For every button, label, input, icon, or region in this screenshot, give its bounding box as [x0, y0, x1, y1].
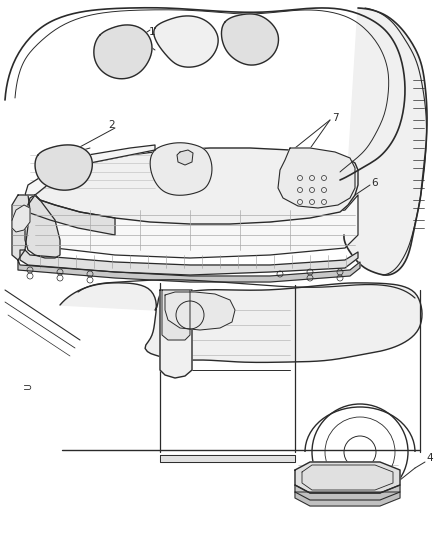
- Text: 1: 1: [148, 27, 155, 37]
- Polygon shape: [295, 462, 400, 493]
- Text: 4: 4: [427, 453, 433, 463]
- Polygon shape: [12, 195, 30, 260]
- Polygon shape: [20, 250, 358, 275]
- Polygon shape: [25, 195, 60, 258]
- Polygon shape: [177, 150, 193, 165]
- Polygon shape: [35, 148, 358, 224]
- Text: 6: 6: [372, 178, 378, 188]
- Text: 7: 7: [332, 113, 338, 123]
- Polygon shape: [222, 14, 279, 65]
- Polygon shape: [162, 290, 190, 340]
- Polygon shape: [25, 145, 155, 195]
- Text: 2: 2: [109, 120, 115, 130]
- Polygon shape: [35, 145, 92, 190]
- Polygon shape: [154, 16, 218, 67]
- Polygon shape: [165, 292, 235, 330]
- Text: ⊃: ⊃: [23, 383, 33, 393]
- Polygon shape: [12, 205, 30, 232]
- Polygon shape: [344, 8, 427, 275]
- Polygon shape: [94, 25, 152, 79]
- Polygon shape: [295, 485, 400, 500]
- Polygon shape: [160, 455, 295, 462]
- Polygon shape: [150, 143, 212, 195]
- Polygon shape: [30, 195, 358, 258]
- Polygon shape: [28, 195, 115, 235]
- Polygon shape: [18, 260, 360, 282]
- Polygon shape: [160, 290, 192, 378]
- Polygon shape: [60, 283, 422, 362]
- Polygon shape: [295, 492, 400, 506]
- Polygon shape: [278, 148, 355, 208]
